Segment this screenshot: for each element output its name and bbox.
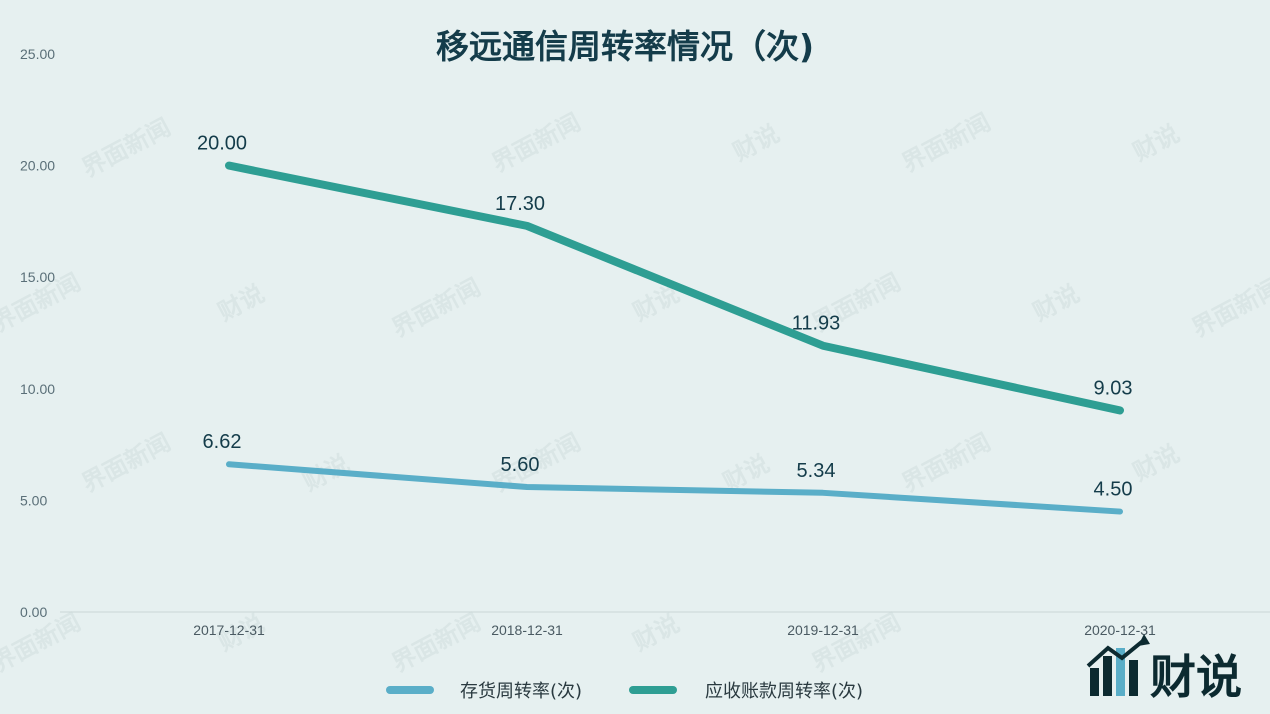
data-label: 9.03 xyxy=(1094,377,1133,399)
watermark-text: 财说 xyxy=(728,119,784,166)
data-label: 20.00 xyxy=(197,133,247,155)
data-label: 5.60 xyxy=(501,454,540,476)
brand-logo-text: 财说 xyxy=(1150,650,1242,704)
legend: 存货周转率(次) 应收账款周转率(次) xyxy=(386,681,863,702)
data-label: 11.93 xyxy=(792,313,841,335)
legend-label: 应收账款周转率(次) xyxy=(705,681,863,702)
legend-label: 存货周转率(次) xyxy=(460,681,582,702)
watermark-text: 界面新闻 xyxy=(1187,273,1270,343)
y-tick-label: 20.00 xyxy=(20,158,55,174)
watermark-text: 财说 xyxy=(1128,439,1184,486)
data-label: 6.62 xyxy=(203,431,242,453)
y-tick-label: 15.00 xyxy=(20,269,55,285)
chart-title: 移远通信周转率情况（次) xyxy=(436,27,814,66)
series-line-2 xyxy=(225,161,1124,415)
x-axis-ticks: 2017-12-31 2018-12-31 2019-12-31 2020-12-31 xyxy=(193,622,1156,638)
data-label: 17.30 xyxy=(495,193,545,215)
watermark-text: 财说 xyxy=(628,609,684,656)
y-tick-label: 0.00 xyxy=(20,604,47,620)
watermark-text: 界面新闻 xyxy=(387,608,485,678)
series-layer xyxy=(225,161,1124,515)
series-line-1 xyxy=(226,461,1123,515)
x-tick-label: 2018-12-31 xyxy=(491,622,563,638)
y-axis-ticks: 0.00 5.00 10.00 15.00 20.00 25.00 xyxy=(20,46,55,620)
data-labels-layer: 6.62 5.60 5.34 4.50 20.00 17.30 11.93 9.03 xyxy=(197,133,1133,501)
watermark-text: 界面新闻 xyxy=(487,108,585,178)
x-tick-label: 2017-12-31 xyxy=(193,622,265,638)
y-tick-label: 5.00 xyxy=(20,492,47,508)
x-tick-label: 2020-12-31 xyxy=(1084,622,1156,638)
y-tick-label: 25.00 xyxy=(20,46,55,62)
watermark-text: 界面新闻 xyxy=(897,428,995,498)
y-tick-label: 10.00 xyxy=(20,381,55,397)
watermark-text: 财说 xyxy=(1028,279,1084,326)
data-label: 5.34 xyxy=(797,460,836,482)
watermark-text: 界面新闻 xyxy=(387,273,485,343)
bar-chart-logo-icon xyxy=(1086,634,1150,696)
data-label: 4.50 xyxy=(1094,479,1133,501)
x-tick-label: 2019-12-31 xyxy=(787,622,859,638)
watermark-text: 界面新闻 xyxy=(807,608,905,678)
watermark-text: 界面新闻 xyxy=(897,108,995,178)
watermark-text: 界面新闻 xyxy=(77,428,175,498)
watermark-text: 财说 xyxy=(1128,119,1184,166)
watermark-text: 财说 xyxy=(213,279,269,326)
watermark-text: 界面新闻 xyxy=(77,113,175,183)
